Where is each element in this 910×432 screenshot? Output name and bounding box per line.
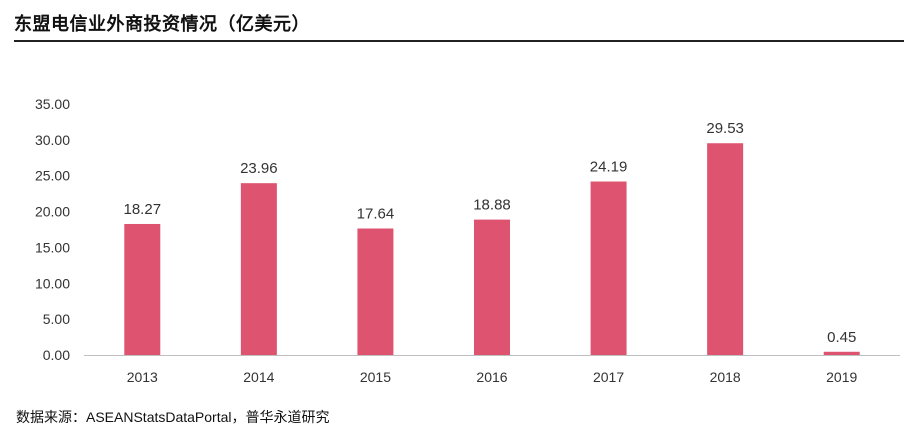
y-tick-label: 25.00 [35, 168, 70, 184]
x-tick-label: 2014 [243, 369, 274, 385]
y-tick-label: 35.00 [35, 96, 70, 112]
source-note: 数据来源：ASEANStatsDataPortal，普华永道研究 [16, 409, 330, 425]
chart-title: 东盟电信业外商投资情况（亿美元） [14, 14, 310, 34]
bar [357, 228, 394, 355]
y-tick-label: 30.00 [35, 132, 70, 148]
title-underline [14, 40, 904, 42]
data-label: 17.64 [357, 205, 395, 222]
bar-chart: 0.00 5.00 10.00 15.00 20.00 25.00 30.00 35.00 2… [35, 96, 900, 385]
data-label: 24.19 [590, 159, 628, 176]
bar [590, 181, 627, 355]
y-tick-label: 15.00 [35, 239, 70, 255]
bar [124, 223, 161, 355]
x-tick-label: 2015 [360, 369, 391, 385]
x-tick-label: 2016 [476, 369, 507, 385]
data-label: 29.53 [706, 120, 744, 137]
data-label: 18.27 [124, 201, 162, 218]
bars [124, 143, 860, 355]
data-label: 0.45 [827, 329, 856, 346]
x-axis-ticks: 2013 2014 2015 2016 2017 2018 2019 [127, 369, 858, 385]
bar [474, 219, 510, 355]
x-tick-label: 2018 [710, 369, 741, 385]
x-tick-label: 2019 [826, 369, 857, 385]
bar [240, 183, 277, 355]
y-tick-label: 10.00 [35, 275, 70, 291]
x-tick-label: 2013 [127, 369, 158, 385]
y-tick-label: 5.00 [43, 311, 70, 327]
bar [823, 351, 860, 355]
data-labels: 18.27 23.96 17.64 18.88 24.19 29.53 0.45 [124, 120, 857, 346]
bar [707, 143, 744, 355]
x-tick-label: 2017 [593, 369, 624, 385]
y-axis-ticks: 0.00 5.00 10.00 15.00 20.00 25.00 30.00 35.00 [35, 96, 70, 363]
y-tick-label: 0.00 [43, 347, 70, 363]
data-label: 23.96 [240, 160, 278, 177]
data-label: 18.88 [473, 197, 511, 214]
y-tick-label: 20.00 [35, 204, 70, 220]
